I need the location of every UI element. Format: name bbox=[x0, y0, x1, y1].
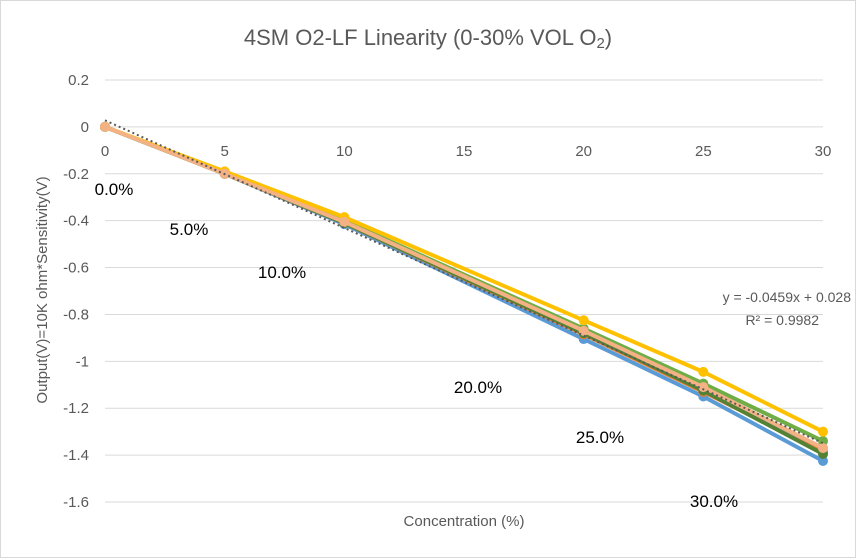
data-label: 0.0% bbox=[95, 180, 134, 199]
chart-title-main: 4SM O2-LF Linearity (0-30% VOL O bbox=[244, 25, 597, 50]
x-tick-label: 15 bbox=[456, 143, 473, 160]
trendline-r-squared: R² = 0.9982 bbox=[745, 312, 819, 328]
x-tick-label: 25 bbox=[695, 143, 712, 160]
data-point bbox=[818, 443, 828, 454]
data-label: 10.0% bbox=[258, 263, 306, 282]
series-line bbox=[104, 125, 824, 463]
x-tick-label: 0 bbox=[101, 143, 109, 160]
trendline-equation: y = -0.0459x + 0.028 bbox=[723, 289, 852, 305]
data-label: 30.0% bbox=[690, 492, 738, 511]
trendline bbox=[104, 119, 824, 445]
y-tick-label: -1.6 bbox=[63, 494, 89, 511]
data-point bbox=[578, 315, 589, 326]
data-point bbox=[698, 382, 709, 393]
y-axis-title: Output(V)=10K ohm*Sensitivity(V) bbox=[34, 176, 51, 403]
x-tick-label: 5 bbox=[220, 143, 228, 160]
chart-title-end: ) bbox=[605, 25, 612, 50]
chart-title-subscript: 2 bbox=[596, 35, 604, 52]
data-point bbox=[818, 436, 828, 447]
data-point bbox=[100, 121, 110, 132]
y-tick-labels: 0.2 0 -0.2 -0.4 -0.6 -0.8 -1 -1.2 -1.4 -1.6 bbox=[63, 72, 89, 511]
x-axis-title: Concentration (%) bbox=[404, 513, 525, 530]
data-point bbox=[818, 455, 828, 466]
y-tick-label: -1.2 bbox=[63, 400, 89, 417]
data-point bbox=[818, 426, 828, 437]
y-tick-label: 0.2 bbox=[68, 72, 89, 89]
x-tick-label: 30 bbox=[815, 143, 832, 160]
y-tick-label: -0.8 bbox=[63, 306, 89, 323]
y-tick-label: -1 bbox=[76, 353, 89, 370]
x-tick-labels: 0 5 10 15 20 25 30 bbox=[101, 143, 832, 160]
y-tick-label: -0.4 bbox=[63, 213, 89, 230]
x-tick-label: 10 bbox=[336, 143, 353, 160]
data-label: 20.0% bbox=[454, 378, 502, 397]
data-labels: 0.0% 5.0% 10.0% 20.0% 25.0% 30.0% bbox=[95, 180, 738, 511]
series-line bbox=[104, 125, 824, 450]
data-label: 5.0% bbox=[170, 220, 209, 239]
data-point bbox=[698, 366, 709, 377]
y-tick-label: 0 bbox=[81, 119, 89, 136]
data-label: 25.0% bbox=[576, 428, 624, 447]
series-layer bbox=[100, 121, 828, 466]
y-tick-label: -1.4 bbox=[63, 447, 89, 464]
trendline-layer bbox=[104, 119, 824, 445]
y-tick-label: -0.2 bbox=[63, 166, 89, 183]
x-tick-label: 20 bbox=[575, 143, 592, 160]
data-point bbox=[339, 216, 350, 227]
y-tick-label: -0.6 bbox=[63, 260, 89, 277]
chart-title: 4SM O2-LF Linearity (0-30% VOL O2) bbox=[244, 25, 612, 52]
